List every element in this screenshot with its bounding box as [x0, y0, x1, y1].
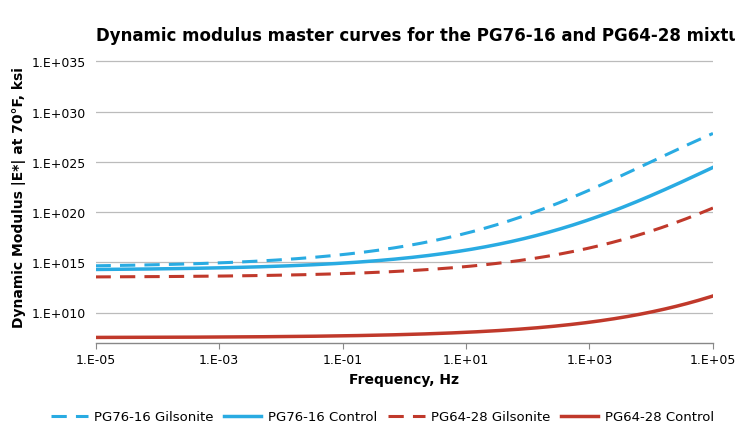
Y-axis label: Dynamic Modulus |E*| at 70°F, ksi: Dynamic Modulus |E*| at 70°F, ksi — [12, 67, 26, 328]
Text: Dynamic modulus master curves for the PG76-16 and PG64-28 mixtures: Dynamic modulus master curves for the PG… — [96, 27, 735, 45]
X-axis label: Frequency, Hz: Frequency, Hz — [349, 372, 459, 386]
Legend: PG76-16 Gilsonite, PG76-16 Control, PG64-28 Gilsonite, PG64-28 Control: PG76-16 Gilsonite, PG76-16 Control, PG64… — [47, 407, 717, 427]
